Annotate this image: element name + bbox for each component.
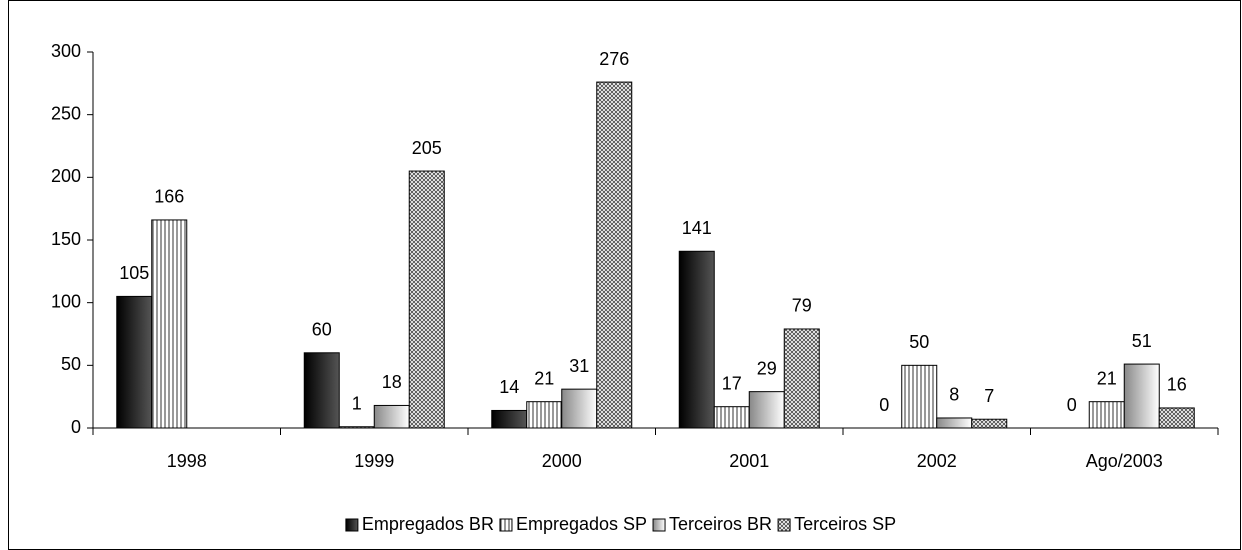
y-tick-label: 50: [61, 354, 81, 374]
data-label: 105: [119, 263, 149, 283]
bar: [713, 406, 750, 429]
data-label: 0: [1067, 395, 1077, 415]
bar: [151, 219, 188, 429]
data-label: 18: [382, 372, 402, 392]
data-label: 1: [352, 393, 362, 413]
bar: [116, 295, 153, 429]
x-tick-label: 1999: [354, 451, 394, 471]
legend-label: Terceiros SP: [794, 514, 896, 534]
bar: [338, 426, 375, 429]
data-label: 7: [984, 386, 994, 406]
bar: [783, 328, 820, 429]
data-label: 14: [499, 377, 519, 397]
data-label: 29: [757, 358, 777, 378]
bar: [971, 418, 1008, 429]
bar: [936, 417, 973, 429]
legend-swatch: [652, 518, 666, 532]
bar: [596, 81, 633, 429]
data-label: 16: [1167, 375, 1187, 395]
data-label: 60: [312, 320, 332, 340]
x-tick-label: 1998: [167, 451, 207, 471]
data-label: 21: [534, 368, 554, 388]
y-tick-label: 200: [51, 166, 81, 186]
data-label: 31: [569, 356, 589, 376]
bar: [1158, 407, 1195, 429]
bar: [408, 170, 445, 429]
x-tick-label: Ago/2003: [1086, 451, 1163, 471]
y-tick-label: 150: [51, 229, 81, 249]
bar: [1088, 401, 1125, 429]
bar: [748, 391, 785, 429]
data-label: 0: [879, 395, 889, 415]
bar: [901, 364, 938, 429]
data-label: 17: [722, 373, 742, 393]
legend-label: Empregados SP: [516, 514, 647, 534]
legend-swatch: [345, 518, 359, 532]
legend-label: Terceiros BR: [669, 514, 772, 534]
bar: [1123, 363, 1160, 429]
x-tick-label: 2002: [917, 451, 957, 471]
legend: Empregados BR Empregados SP Terceiros BR Te…: [345, 514, 896, 534]
legend-label: Empregados BR: [362, 514, 494, 534]
data-label: 276: [599, 49, 629, 69]
bar: [491, 409, 528, 429]
data-label: 166: [154, 187, 184, 207]
legend-swatch: [499, 518, 513, 532]
bar: [526, 401, 563, 429]
y-tick-label: 300: [51, 41, 81, 61]
data-label: 51: [1132, 331, 1152, 351]
data-label: 21: [1097, 368, 1117, 388]
x-tick-label: 2000: [542, 451, 582, 471]
data-label: 141: [682, 218, 712, 238]
y-tick-label: 100: [51, 291, 81, 311]
bar: [373, 404, 410, 429]
y-tick-label: 250: [51, 103, 81, 123]
x-tick-label: 2001: [729, 451, 769, 471]
legend-swatch: [777, 518, 791, 532]
data-label: 205: [412, 138, 442, 158]
bar: [561, 388, 598, 429]
bar: [303, 352, 340, 429]
data-label: 50: [909, 332, 929, 352]
y-tick-label: 0: [71, 417, 81, 437]
bar: [678, 250, 715, 429]
data-label: 79: [792, 296, 812, 316]
data-label: 8: [949, 385, 959, 405]
